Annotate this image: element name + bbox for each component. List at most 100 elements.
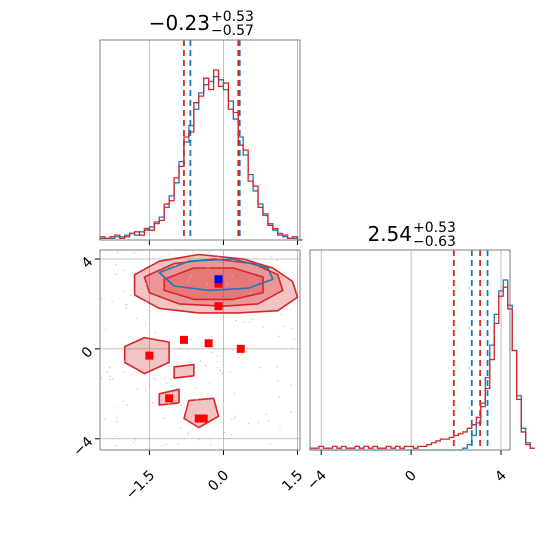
panel-title-sub: −0.57 bbox=[211, 23, 254, 39]
sample-point bbox=[219, 370, 221, 372]
sample-point bbox=[194, 366, 197, 368]
sample-point bbox=[116, 407, 118, 409]
sample-point bbox=[233, 393, 236, 395]
panel-title: 2.54 bbox=[367, 222, 412, 246]
sample-point bbox=[276, 380, 279, 382]
scatter-points bbox=[100, 251, 296, 451]
sample-point bbox=[122, 400, 124, 402]
sample-point bbox=[153, 295, 155, 298]
sample-point bbox=[256, 266, 259, 268]
hist-panel-bottom-right: −4 0 4 2.54 +0.53 −0.63 bbox=[304, 220, 535, 493]
sample-point bbox=[168, 402, 170, 405]
x-tick-labels: −1.5 0.0 1.5 bbox=[123, 468, 307, 503]
sample-point bbox=[257, 421, 259, 424]
panel-title: −0.23 bbox=[149, 11, 210, 35]
sample-point bbox=[275, 304, 278, 307]
sample-point bbox=[179, 427, 182, 429]
sample-point bbox=[231, 349, 234, 351]
sample-point bbox=[105, 329, 107, 331]
sample-point bbox=[189, 361, 191, 363]
sample-point bbox=[240, 309, 243, 312]
sample-point bbox=[166, 382, 168, 384]
y-tick-label: 4 bbox=[79, 254, 97, 272]
hist-series-0 bbox=[99, 75, 303, 241]
hist-panel-top-left: −0.23 +0.53 −0.57 bbox=[99, 9, 303, 245]
sample-point bbox=[124, 290, 126, 293]
scatter-panel-bottom-left: −1.5 0.0 1.5 4 0 −4 bbox=[70, 249, 307, 503]
sample-point bbox=[116, 420, 119, 423]
sample-point bbox=[270, 255, 273, 258]
sample-point bbox=[226, 283, 228, 285]
sample-point bbox=[236, 301, 238, 304]
sample-point bbox=[154, 378, 156, 381]
sample-point bbox=[207, 268, 209, 270]
sample-point bbox=[211, 351, 213, 354]
sample-point bbox=[276, 366, 278, 368]
sample-point bbox=[104, 418, 106, 420]
red-square-marker bbox=[214, 279, 223, 288]
sample-point bbox=[216, 361, 218, 363]
sample-point bbox=[249, 292, 251, 295]
sample-point bbox=[248, 321, 251, 323]
sample-point bbox=[219, 368, 222, 371]
sample-point bbox=[168, 253, 171, 256]
sample-point bbox=[293, 338, 296, 340]
sample-point bbox=[216, 256, 219, 258]
panel-title-sup: +0.53 bbox=[413, 220, 456, 236]
sample-point bbox=[174, 264, 177, 267]
sample-point bbox=[279, 428, 281, 430]
sample-point bbox=[117, 251, 119, 253]
sample-point bbox=[164, 377, 166, 380]
contour-2 bbox=[163, 267, 264, 301]
sample-point bbox=[126, 304, 128, 306]
sample-point bbox=[199, 360, 202, 362]
x-tick-label: 0 bbox=[402, 468, 420, 486]
sample-point bbox=[242, 321, 245, 323]
sample-point bbox=[112, 378, 114, 380]
sample-point bbox=[165, 443, 167, 446]
sample-point bbox=[156, 293, 158, 295]
sample-point bbox=[187, 281, 189, 284]
axes-frame bbox=[309, 249, 511, 451]
sample-point bbox=[115, 445, 118, 447]
sample-point bbox=[262, 326, 264, 328]
sample-point bbox=[206, 393, 209, 395]
sample-point bbox=[163, 417, 165, 419]
sample-point bbox=[130, 294, 132, 297]
sample-point bbox=[136, 317, 138, 320]
sample-point bbox=[198, 308, 201, 311]
sample-point bbox=[147, 344, 150, 347]
sample-point bbox=[259, 366, 262, 369]
red-square-marker bbox=[199, 414, 208, 423]
sample-point bbox=[290, 411, 292, 413]
sample-point bbox=[111, 300, 113, 303]
sample-point bbox=[123, 269, 125, 271]
y-tick-label: 0 bbox=[79, 344, 97, 362]
sample-point bbox=[195, 387, 198, 389]
sample-point bbox=[134, 439, 136, 441]
sample-point bbox=[106, 371, 108, 373]
sample-point bbox=[160, 267, 162, 270]
sample-point bbox=[133, 441, 135, 444]
sample-point bbox=[152, 377, 155, 379]
quantile-lines bbox=[452, 250, 489, 450]
sample-point bbox=[283, 325, 285, 327]
sample-point bbox=[133, 252, 135, 254]
sample-point bbox=[179, 347, 182, 349]
sample-point bbox=[100, 298, 103, 300]
sample-point bbox=[145, 283, 147, 285]
contour-3 bbox=[158, 258, 274, 292]
sample-point bbox=[269, 443, 271, 445]
panel-title-sub: −0.63 bbox=[413, 234, 456, 250]
sample-point bbox=[278, 396, 280, 398]
grid-lines bbox=[320, 250, 502, 455]
axes-frame bbox=[99, 249, 301, 451]
sample-point bbox=[278, 335, 280, 338]
sample-point bbox=[267, 420, 270, 422]
sample-point bbox=[245, 350, 248, 353]
sample-point bbox=[291, 346, 293, 348]
sample-point bbox=[136, 388, 138, 390]
sample-point bbox=[235, 319, 237, 322]
sample-point bbox=[124, 303, 127, 306]
sample-point bbox=[147, 272, 149, 274]
